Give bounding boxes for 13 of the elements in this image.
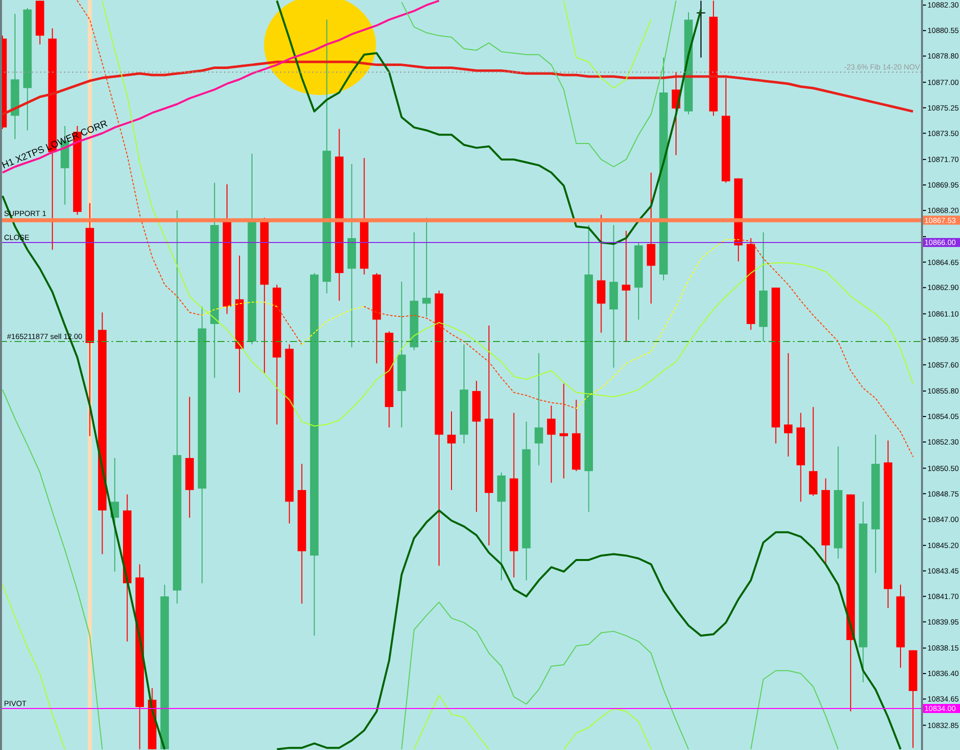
candlestick [547,405,556,484]
line-series [401,0,677,168]
line-series [276,0,702,245]
candlestick [422,217,431,318]
candlestick [784,352,793,458]
candlestick [808,406,818,496]
candlestick [534,352,544,466]
candlestick [622,230,630,342]
line-series [563,0,652,89]
candlestick [447,410,456,491]
line-series [2,0,440,174]
candlestick [646,172,656,304]
candlestick [596,214,606,334]
